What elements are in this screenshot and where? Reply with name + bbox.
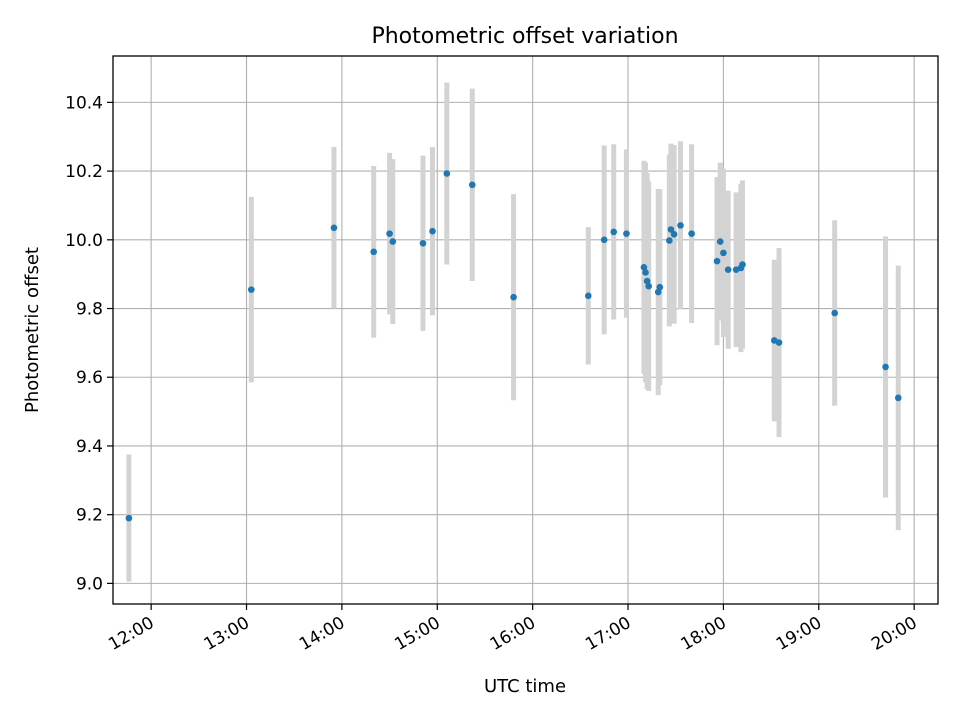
data-point	[510, 293, 517, 301]
data-point	[775, 339, 783, 346]
data-points	[125, 170, 902, 522]
y-axis-label: Photometric offset	[22, 247, 43, 413]
data-point	[882, 363, 889, 371]
data-point	[688, 230, 695, 237]
data-point	[330, 224, 338, 232]
data-point	[670, 231, 678, 238]
data-point	[720, 249, 727, 257]
data-point	[125, 514, 133, 522]
data-point	[247, 286, 255, 293]
data-point	[600, 236, 608, 244]
y-tick-label: 10.2	[65, 162, 103, 182]
data-point	[419, 239, 427, 247]
data-point	[642, 269, 649, 276]
y-tick-label: 9.2	[76, 506, 103, 526]
data-point	[724, 266, 732, 274]
data-point	[894, 394, 902, 402]
data-point	[716, 238, 724, 245]
y-tick-label: 9.4	[76, 437, 103, 457]
plot-frame	[112, 55, 939, 605]
y-axis-ticks: 9.0 9.2 9.4 9.6 9.8 10.0 10.2 10.4	[65, 93, 113, 594]
y-tick-label: 10.0	[65, 231, 103, 251]
data-point	[468, 181, 476, 189]
y-tick-label: 9.0	[76, 574, 103, 594]
data-point	[677, 222, 684, 229]
grid	[113, 56, 938, 604]
x-axis-label: UTC time	[484, 676, 566, 697]
data-point	[640, 263, 648, 271]
data-point	[429, 227, 436, 235]
data-point	[831, 309, 838, 317]
data-point	[739, 261, 746, 268]
data-point	[389, 238, 397, 245]
y-tick-label: 9.8	[76, 300, 103, 320]
y-tick-label: 10.4	[65, 93, 103, 113]
data-point	[667, 226, 675, 233]
data-point	[443, 170, 451, 177]
data-point	[623, 230, 630, 237]
data-point	[656, 283, 664, 291]
data-point	[584, 292, 592, 300]
data-point	[713, 257, 721, 265]
data-point	[666, 237, 673, 244]
data-point	[386, 230, 393, 237]
data-point	[645, 282, 652, 290]
y-tick-label: 9.6	[76, 368, 103, 388]
data-point	[370, 248, 377, 256]
data-point	[643, 277, 651, 285]
data-point	[610, 228, 618, 236]
chart-title: Photometric offset variation	[371, 24, 678, 49]
